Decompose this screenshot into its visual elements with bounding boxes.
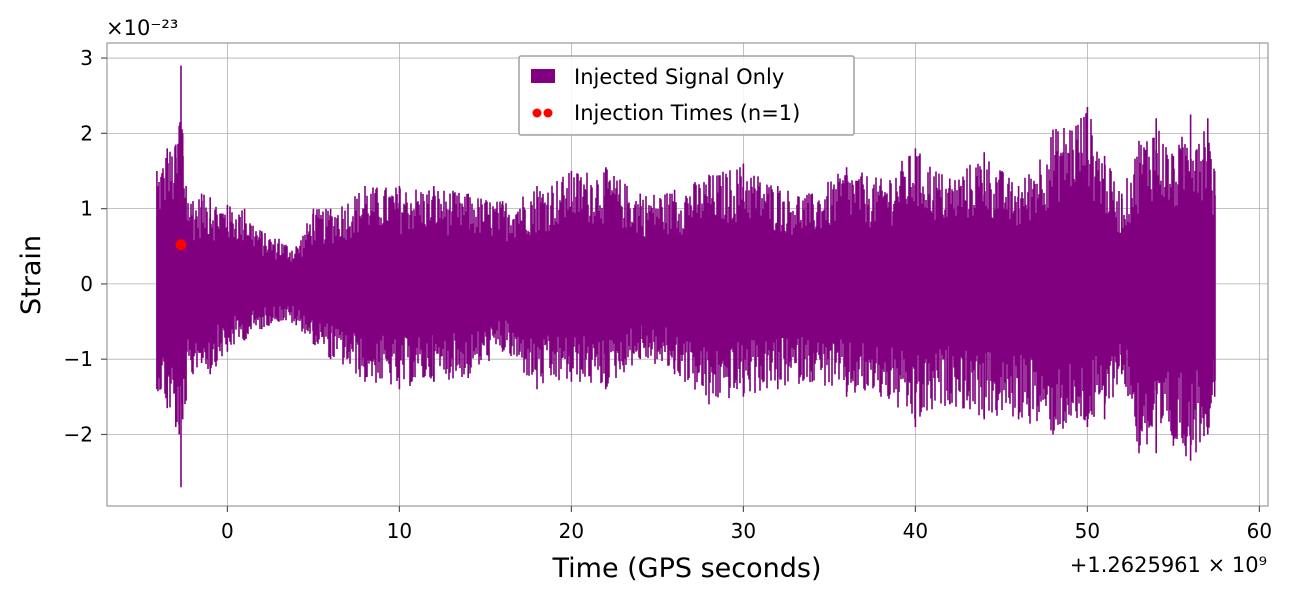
x-tick-label: 20 <box>559 519 584 543</box>
legend-marker-injection-times <box>532 108 542 118</box>
x-tick-label: 30 <box>731 519 756 543</box>
x-tick-label: 40 <box>903 519 928 543</box>
x-axis-label: Time (GPS seconds) <box>551 553 821 584</box>
y-tick-label: −2 <box>64 422 93 446</box>
x-tick-label: 10 <box>387 519 412 543</box>
y-tick-label: −1 <box>64 347 93 371</box>
legend: Injected Signal Only Injection Times (n=… <box>518 55 855 136</box>
legend-marker-injection-times <box>543 108 553 118</box>
y-axis-label: Strain <box>16 235 47 315</box>
signal-trace <box>156 65 1216 488</box>
x-tick-label: 60 <box>1247 519 1272 543</box>
legend-swatch-injected-signal <box>531 69 555 83</box>
legend-label-injected-signal: Injected Signal Only <box>574 65 784 89</box>
y-tick-label: 0 <box>80 272 93 296</box>
y-tick-label: 3 <box>80 46 93 70</box>
y-scale-label: ×10⁻²³ <box>106 16 178 40</box>
y-tick-label: 1 <box>80 197 93 221</box>
legend-label-injection-times: Injection Times (n=1) <box>574 101 800 125</box>
legend-box <box>518 55 855 136</box>
y-tick-label: 2 <box>80 121 93 145</box>
x-tick-label: 50 <box>1075 519 1100 543</box>
y-axis: −2 −1 0 1 2 3 <box>64 46 107 446</box>
x-tick-label: 0 <box>221 519 234 543</box>
axes-frame <box>106 42 1269 507</box>
plot-area <box>156 65 1216 488</box>
x-axis: 0 10 20 30 40 50 60 <box>221 506 1272 543</box>
x-offset-label: +1.2625961 × 10⁹ <box>1070 553 1267 577</box>
injection-time-point <box>175 239 187 251</box>
